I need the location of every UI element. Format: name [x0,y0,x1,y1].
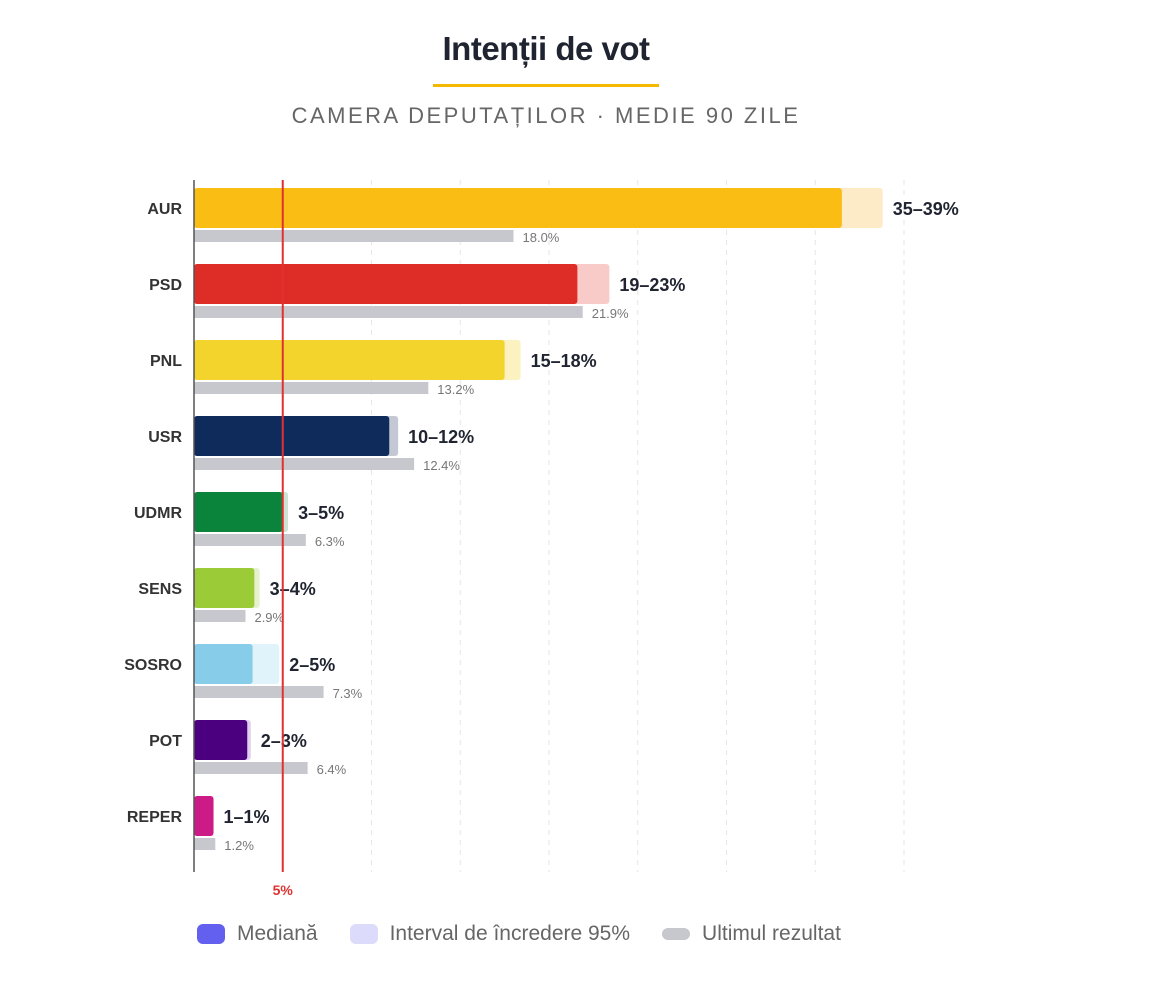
range-label: 3–5% [298,503,344,523]
category-label: AUR [147,201,182,218]
range-label: 15–18% [531,351,597,371]
median-bar [194,492,283,532]
last-result-label: 6.4% [317,762,347,777]
legend: Mediană Interval de încredere 95% Ultimu… [197,922,873,946]
last-result-bar [194,686,324,698]
range-label: 19–23% [619,275,685,295]
title-underline [433,84,659,87]
category-label: SENS [138,581,182,598]
range-label: 2–5% [289,655,335,675]
last-result-label: 13.2% [437,382,474,397]
last-result-label: 18.0% [523,230,560,245]
legend-item-last: Ultimul rezultat [662,922,841,946]
category-label: REPER [127,809,183,826]
legend-label: Interval de încredere 95% [389,922,631,945]
legend-label: Mediană [237,922,318,945]
last-result-label: 6.3% [315,534,345,549]
range-label: 2–3% [261,731,307,751]
threshold-label: 5% [273,882,294,898]
category-label: PSD [149,277,182,294]
last-result-label: 12.4% [423,458,460,473]
last-result-bar [194,230,514,242]
median-bar [194,416,390,456]
range-label: 35–39% [893,199,959,219]
range-label: 3–4% [270,579,316,599]
legend-swatch [197,924,225,944]
range-label: 1–1% [224,807,270,827]
median-bar [194,264,578,304]
category-label: POT [149,733,182,750]
legend-swatch [662,928,691,940]
last-result-bar [194,762,308,774]
last-result-bar [194,382,429,394]
median-bar [194,188,842,228]
legend-swatch [349,924,378,944]
median-bar [194,720,248,760]
median-bar [194,568,255,608]
legend-item-ci: Interval de încredere 95% [349,922,631,946]
last-result-bar [194,610,246,622]
last-result-label: 7.3% [333,686,363,701]
median-bar [194,644,253,684]
legend-item-median: Mediană [197,922,318,946]
category-label: PNL [150,353,182,370]
last-result-label: 1.2% [224,838,254,853]
last-result-bar [194,838,216,850]
category-label: SOSRO [124,657,182,674]
median-bar [194,796,214,836]
category-label: UDMR [134,505,182,522]
category-label: USR [148,429,182,446]
last-result-label: 21.9% [592,306,629,321]
last-result-bar [194,534,306,546]
chart-subtitle: CAMERA DEPUTAȚILOR · MEDIE 90 ZILE [291,103,801,128]
chart-title: Intenții de vot [442,30,651,67]
range-label: 10–12% [408,427,474,447]
last-result-bar [194,306,583,318]
last-result-label: 2.9% [254,610,284,625]
last-result-bar [194,458,415,470]
median-bar [194,340,505,380]
legend-label: Ultimul rezultat [702,922,841,945]
